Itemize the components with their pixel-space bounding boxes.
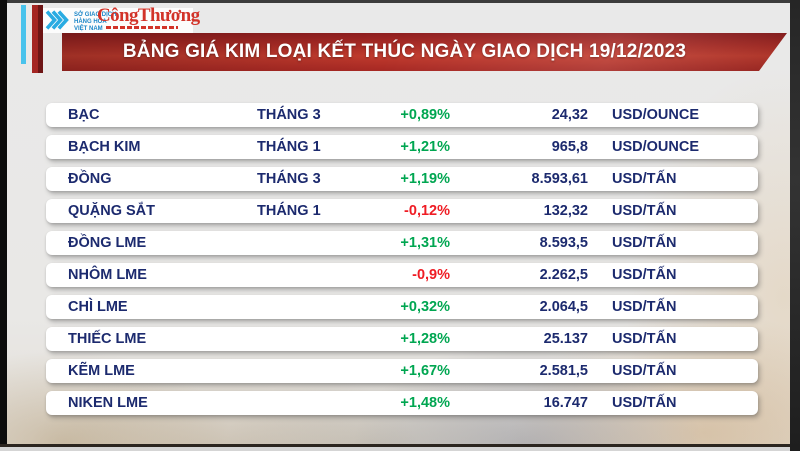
title-banner: BẢNG GIÁ KIM LOẠI KẾT THÚC NGÀY GIAO DỊC… [62,33,787,71]
frame-left-edge [0,0,7,444]
change-percent-cell: +0,32% [400,299,450,315]
contract-month-cell [257,231,360,255]
congthuong-logo-subline [106,26,178,29]
congthuong-logo: CôngThương [97,6,200,29]
contract-month-cell: THÁNG 1 [257,203,321,219]
table-row: ĐỒNG THÁNG 3 +1,19% 8.593,61 USD/TẤN [46,167,758,191]
price-value-cell: 25.137 [543,331,588,347]
price-unit-cell: USD/OUNCE [612,139,700,155]
metal-name-cell: ĐỒNG LME [68,235,147,251]
change-percent-cell: -0,12% [404,203,450,219]
cyan-accent-stripe [21,5,26,64]
table-row: THIẾC LME +1,28% 25.137 USD/TẤN [46,327,758,351]
price-value-cell: 2.064,5 [539,299,588,315]
metal-name-cell: QUẶNG SẮT [68,203,155,219]
change-percent-cell: +0,89% [400,107,450,123]
mxv-chevrons-icon [45,9,71,36]
frame-bottom-line [0,444,790,447]
price-value-cell: 8.593,5 [539,235,588,251]
page-title: BẢNG GIÁ KIM LOẠI KẾT THÚC NGÀY GIAO DỊC… [122,41,687,62]
price-unit-cell: USD/TẤN [612,203,677,219]
metal-name-cell: KẼM LME [68,363,135,379]
price-value-cell: 24,32 [551,107,588,123]
contract-month-cell: THÁNG 1 [257,139,321,155]
price-table: BẠC THÁNG 3 +0,89% 24,32 USD/OUNCE BẠCH … [46,103,758,423]
frame-right-edge [790,0,800,451]
price-unit-cell: USD/OUNCE [612,107,700,123]
price-value-cell: 132,32 [543,203,588,219]
table-row: KẼM LME +1,67% 2.581,5 USD/TẤN [46,359,758,383]
price-unit-cell: USD/TẤN [612,299,677,315]
change-percent-cell: +1,67% [400,363,450,379]
table-row: NHÔM LME -0,9% 2.262,5 USD/TẤN [46,263,758,287]
congthuong-logo-text: CôngThương [97,5,200,26]
contract-month-cell [257,359,360,383]
frame-bottom-strip [0,447,790,451]
table-row: NIKEN LME +1,48% 16.747 USD/TẤN [46,391,758,415]
metal-name-cell: NHÔM LME [68,267,147,283]
change-percent-cell: +1,31% [400,235,450,251]
metal-name-cell: THIẾC LME [68,331,147,347]
price-unit-cell: USD/TẤN [612,331,677,347]
metal-name-cell: CHÌ LME [68,299,128,315]
table-row: QUẶNG SẮT THÁNG 1 -0,12% 132,32 USD/TẤN [46,199,758,223]
price-unit-cell: USD/TẤN [612,267,677,283]
contract-month-cell [257,327,360,351]
metal-name-cell: ĐỒNG [68,171,112,187]
table-row: ĐỒNG LME +1,31% 8.593,5 USD/TẤN [46,231,758,255]
maroon-accent-stripe [32,5,43,73]
price-value-cell: 965,8 [551,139,588,155]
mxv-logo-line-2: HÀNG HÓA [74,19,107,25]
price-unit-cell: USD/TẤN [612,171,677,187]
contract-month-cell [257,263,360,287]
price-value-cell: 2.262,5 [539,267,588,283]
table-row: BẠC THÁNG 3 +0,89% 24,32 USD/OUNCE [46,103,758,127]
mxv-logo-text: SỞ GIAO DỊCH HÀNG HÓA VIỆT NAM [74,12,116,33]
price-value-cell: 16.747 [543,395,588,411]
change-percent-cell: +1,28% [400,331,450,347]
contract-month-cell: THÁNG 3 [257,171,321,187]
mxv-logo-line-1: SỞ GIAO DỊCH [74,12,117,18]
price-value-cell: 2.581,5 [539,363,588,379]
mxv-logo-line-3: VIỆT NAM [74,26,103,32]
price-unit-cell: USD/TẤN [612,235,677,251]
change-percent-cell: +1,21% [400,139,450,155]
table-row: BẠCH KIM THÁNG 1 +1,21% 965,8 USD/OUNCE [46,135,758,159]
price-unit-cell: USD/TẤN [612,395,677,411]
price-value-cell: 8.593,61 [531,171,588,187]
metal-name-cell: NIKEN LME [68,395,148,411]
metal-name-cell: BẠC [68,107,100,123]
contract-month-cell [257,295,360,319]
frame-top-edge [7,0,790,3]
change-percent-cell: -0,9% [412,267,450,283]
change-percent-cell: +1,19% [400,171,450,187]
price-unit-cell: USD/TẤN [612,363,677,379]
mxv-logo: SỞ GIAO DỊCH HÀNG HÓA VIỆT NAM [45,9,116,36]
contract-month-cell [257,391,360,415]
contract-month-cell: THÁNG 3 [257,107,321,123]
metal-name-cell: BẠCH KIM [68,139,141,155]
table-row: CHÌ LME +0,32% 2.064,5 USD/TẤN [46,295,758,319]
change-percent-cell: +1,48% [400,395,450,411]
